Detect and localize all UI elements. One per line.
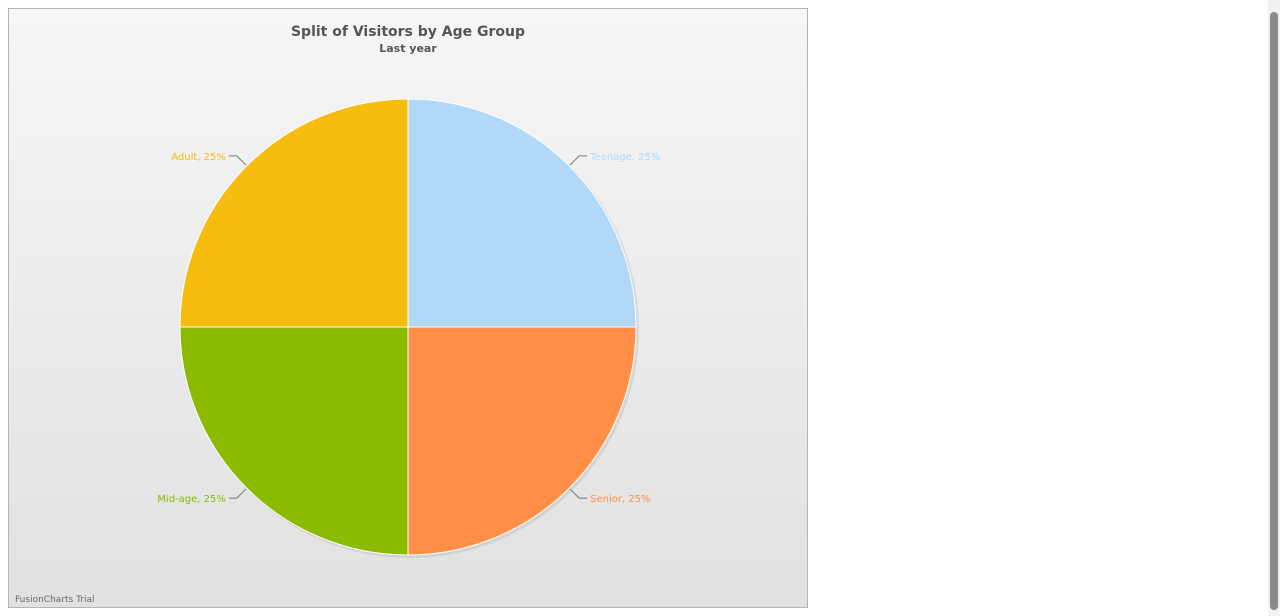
chart-subtitle: Last year xyxy=(379,42,437,55)
slice-label-mid-age: Mid-age, 25% xyxy=(157,494,226,505)
pie-slice-teenage[interactable] xyxy=(407,98,637,328)
pie-slice-mid-age[interactable] xyxy=(179,326,409,556)
label-connector-mid-age xyxy=(228,488,247,499)
pie-slices xyxy=(179,98,639,558)
pie-slice-adult[interactable] xyxy=(179,98,409,328)
pie-chart: Split of Visitors by Age Group Last year… xyxy=(15,24,660,605)
label-connector-senior xyxy=(569,488,588,499)
chart-container: Split of Visitors by Age Group Last year… xyxy=(8,8,808,608)
slice-label-teenage: Teenage, 25% xyxy=(589,152,660,163)
pie-slice-senior[interactable] xyxy=(407,326,637,556)
slice-label-adult: Adult, 25% xyxy=(171,152,226,163)
label-connector-adult xyxy=(228,155,247,166)
scrollbar-thumb[interactable] xyxy=(1270,12,1278,610)
chart-title: Split of Visitors by Age Group xyxy=(291,24,525,40)
vertical-scrollbar[interactable] xyxy=(1268,0,1280,616)
slice-labels: Teenage, 25% Senior, 25% Mid-age, 25% Adult… xyxy=(157,152,660,505)
label-connector-teenage xyxy=(569,155,588,166)
watermark: FusionCharts Trial xyxy=(15,595,94,605)
slice-label-senior: Senior, 25% xyxy=(590,494,650,505)
